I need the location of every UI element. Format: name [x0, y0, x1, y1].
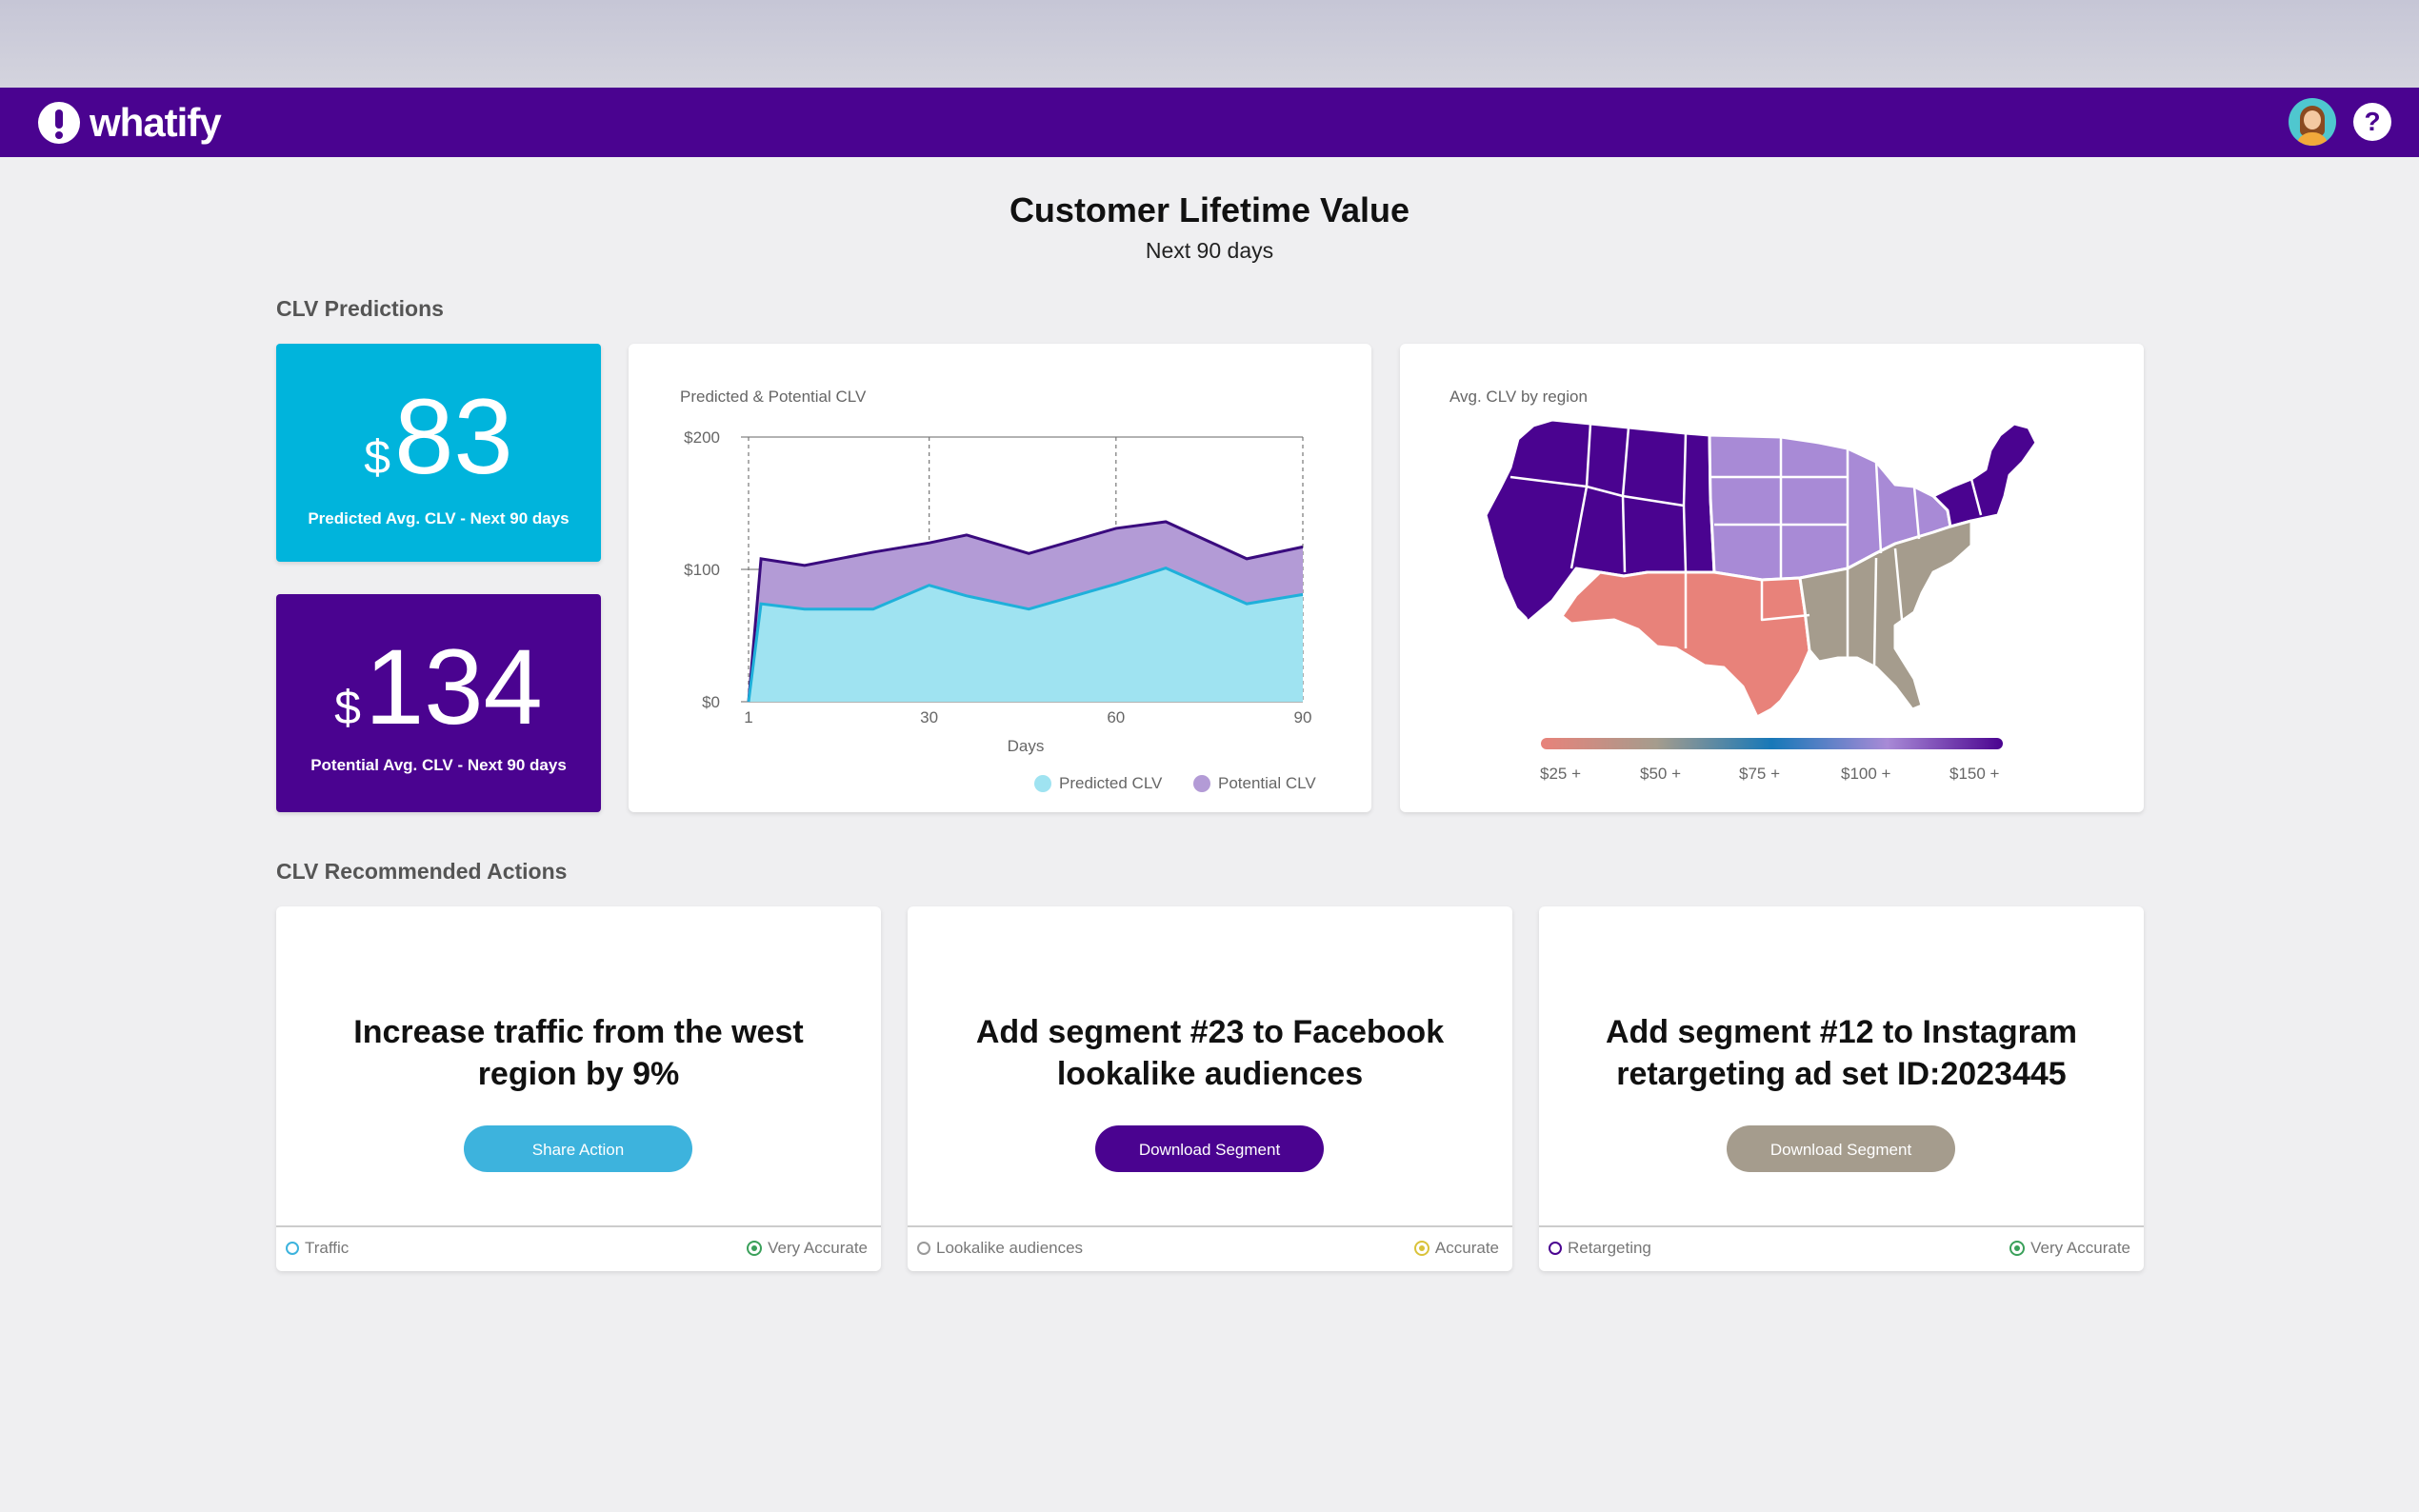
- y-tick-label: $0: [702, 693, 720, 711]
- clv-area-chart: $0 $100 $200 1 30 60 90 Days: [684, 428, 1312, 755]
- action-footer: Lookalike audiences Accurate: [908, 1225, 1512, 1273]
- scale-label-25: $25 +: [1540, 765, 1582, 783]
- action-title: Increase traffic from the west region by…: [353, 1014, 804, 1092]
- scale-label-50: $50 +: [1640, 765, 1682, 783]
- app-bar: [0, 88, 2419, 157]
- clv-color-scale: [1541, 738, 2003, 749]
- retargeting-icon: [1549, 1242, 1562, 1255]
- section-heading-predictions: CLV Predictions: [276, 296, 444, 321]
- x-tick-label: 90: [1294, 708, 1312, 726]
- action-accuracy: Very Accurate: [2009, 1239, 2130, 1258]
- y-tick-label: $100: [684, 561, 720, 579]
- accuracy-status-icon: [1413, 1241, 1429, 1256]
- legend-potential[interactable]: Potential CLV: [1193, 774, 1316, 793]
- series-area-predicted: [749, 567, 1303, 702]
- section-heading-actions: CLV Recommended Actions: [276, 859, 568, 884]
- scale-label-75: $75 +: [1739, 765, 1781, 783]
- page-title: Customer Lifetime Value: [1009, 190, 1410, 229]
- action-accuracy: Very Accurate: [747, 1239, 868, 1258]
- brand-name: whatify: [90, 100, 222, 145]
- clv-chart-card: Predicted & Potential CLV $0 $100 $200 1 30 6…: [629, 344, 1371, 812]
- legend-predicted[interactable]: Predicted CLV: [1034, 774, 1162, 793]
- browser-top-band: [0, 0, 2419, 88]
- download-segment-button[interactable]: Download Segment: [1095, 1125, 1324, 1172]
- map-region-southeast: [1798, 519, 1973, 711]
- x-tick-label: 1: [744, 708, 752, 726]
- action-category: Traffic: [286, 1239, 349, 1258]
- whatify-logo-icon: [38, 102, 80, 144]
- help-icon[interactable]: ?: [2353, 103, 2391, 141]
- action-card-traffic: Increase traffic from the west region by…: [276, 906, 881, 1271]
- action-title: Add segment #12 to Instagram retargeting…: [1605, 1014, 2077, 1092]
- action-footer: Traffic Very Accurate: [276, 1225, 881, 1273]
- region-map-card: Avg. CLV by region: [1400, 344, 2144, 812]
- traffic-icon: [286, 1242, 299, 1255]
- legend-predicted-swatch: [1034, 775, 1051, 792]
- predicted-clv-card: $83 Predicted Avg. CLV - Next 90 days: [276, 344, 601, 562]
- action-card-retargeting: Add segment #12 to Instagram retargeting…: [1539, 906, 2144, 1271]
- brand-logo[interactable]: whatify: [38, 99, 222, 147]
- accuracy-status-icon: [2009, 1241, 2026, 1256]
- action-card-lookalike: Add segment #23 to Facebook lookalike au…: [908, 906, 1512, 1271]
- action-title: Add segment #23 to Facebook lookalike au…: [975, 1014, 1445, 1092]
- map-title: Avg. CLV by region: [1449, 388, 1588, 406]
- action-category: Lookalike audiences: [917, 1239, 1083, 1258]
- action-footer: Retargeting Very Accurate: [1539, 1225, 2144, 1273]
- map-region-northeast: [1931, 422, 2038, 528]
- scale-label-100: $100 +: [1841, 765, 1891, 783]
- series-line-predicted: [747, 567, 1304, 703]
- download-segment-button[interactable]: Download Segment: [1727, 1125, 1955, 1172]
- predicted-clv-value: $83: [364, 377, 513, 496]
- y-tick-label: $200: [684, 428, 720, 447]
- legend-potential-swatch: [1193, 775, 1210, 792]
- user-avatar[interactable]: [2289, 98, 2336, 146]
- series-line-potential: [747, 520, 1304, 703]
- predicted-clv-label: Predicted Avg. CLV - Next 90 days: [308, 509, 570, 527]
- x-axis-label: Days: [1008, 737, 1045, 755]
- potential-clv-card: $134 Potential Avg. CLV - Next 90 days: [276, 594, 601, 812]
- lookalike-icon: [917, 1242, 930, 1255]
- potential-clv-label: Potential Avg. CLV - Next 90 days: [310, 756, 567, 774]
- chart-title: Predicted & Potential CLV: [680, 388, 867, 406]
- potential-clv-value: $134: [334, 627, 543, 746]
- x-tick-label: 60: [1107, 708, 1125, 726]
- scale-label-150: $150 +: [1949, 765, 2000, 783]
- accuracy-status-icon: [747, 1241, 763, 1256]
- x-tick-label: 30: [920, 708, 938, 726]
- action-category: Retargeting: [1549, 1239, 1651, 1258]
- page-subtitle: Next 90 days: [1145, 238, 1274, 263]
- action-accuracy: Accurate: [1413, 1239, 1499, 1258]
- us-region-map[interactable]: [1400, 344, 2144, 812]
- share-action-button[interactable]: Share Action: [464, 1125, 692, 1172]
